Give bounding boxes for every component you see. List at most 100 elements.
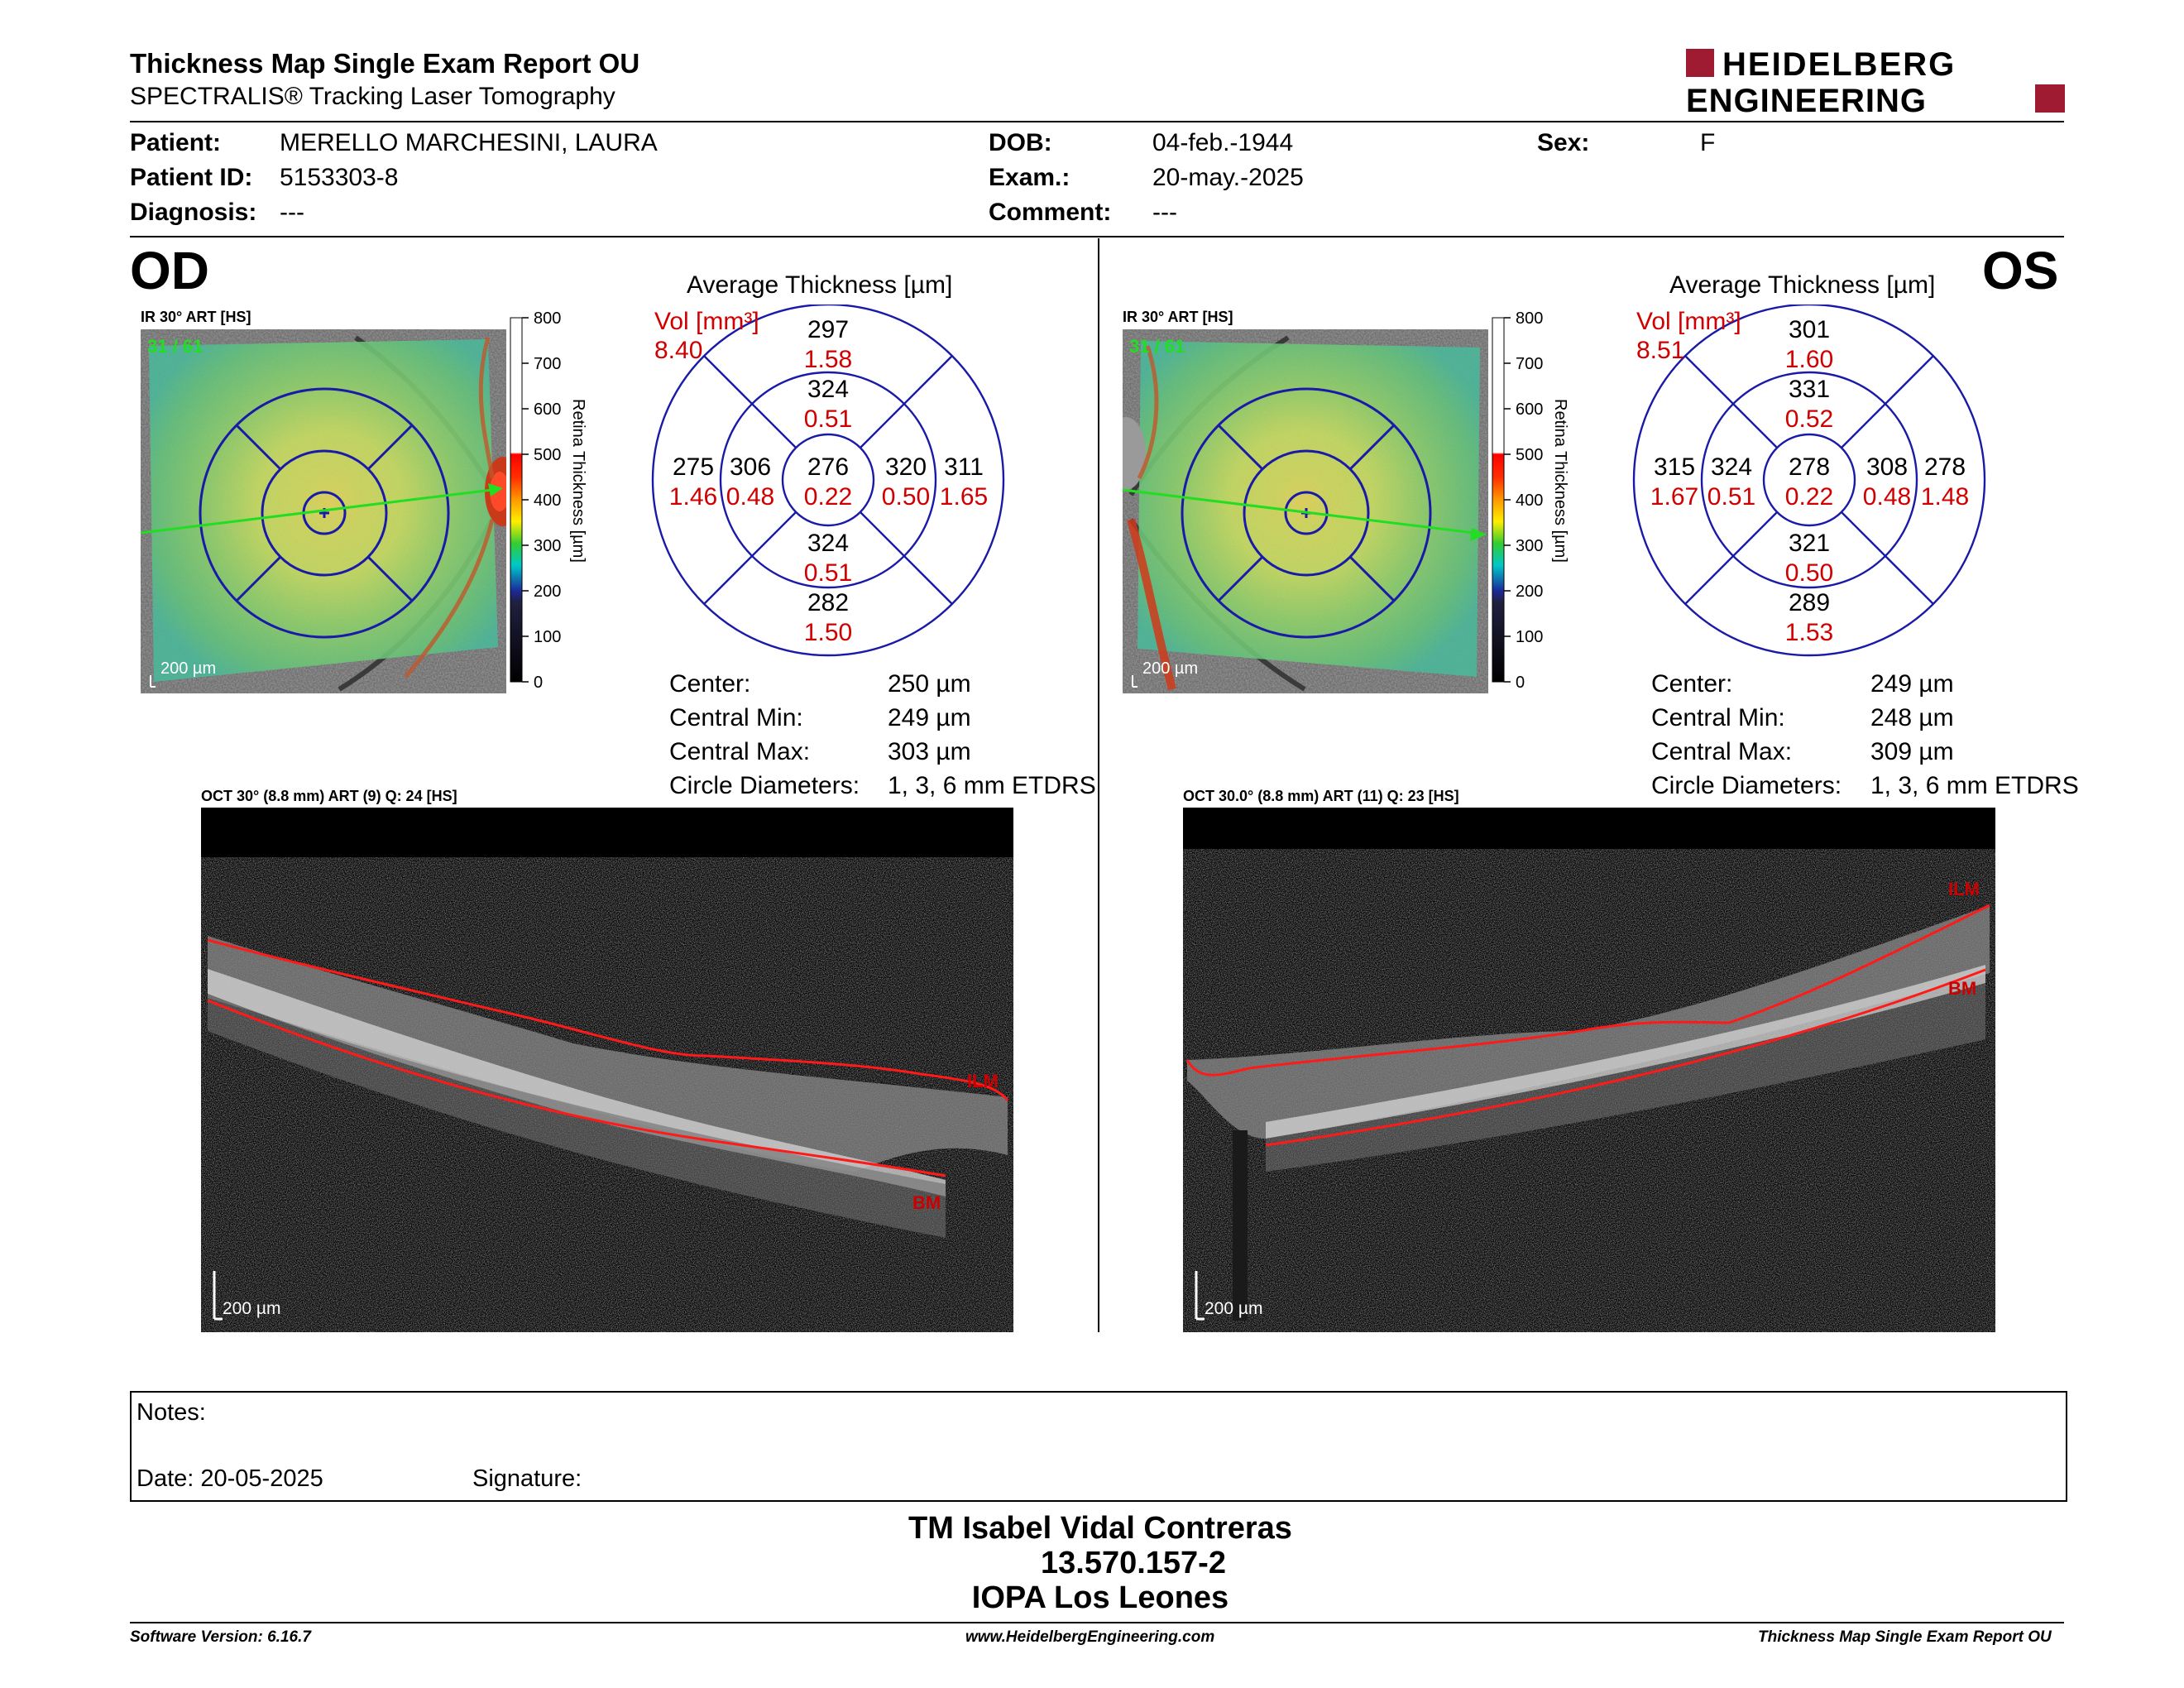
os-stat-center-label: Center: bbox=[1651, 670, 1733, 698]
os-stat-center-value: 249 µm bbox=[1870, 670, 1954, 698]
os-stat-max-label: Central Max: bbox=[1651, 738, 1793, 765]
report-title: Thickness Map Single Exam Report OU bbox=[130, 48, 640, 79]
od-stat-min-value: 249 µm bbox=[888, 704, 971, 731]
os-inner-temp-thk: 324 bbox=[1711, 453, 1752, 481]
od-stat-max-value: 303 µm bbox=[888, 738, 971, 765]
od-inner-sup-vol: 0.51 bbox=[804, 405, 852, 433]
od-outer-temp-vol: 1.46 bbox=[669, 483, 717, 511]
heidelberg-logo: HEIDELBERG ENGINEERING bbox=[1686, 46, 2065, 117]
comment-label: Comment: bbox=[989, 199, 1112, 226]
website-link[interactable]: www.HeidelbergEngineering.com bbox=[965, 1628, 1215, 1646]
dob: 04-feb.-1944 bbox=[1152, 129, 1294, 156]
os-inner-sup-thk: 331 bbox=[1789, 376, 1830, 403]
od-stat-center-label: Center: bbox=[669, 670, 751, 698]
od-outer-inf-thk: 282 bbox=[807, 589, 849, 616]
os-vol-label: Vol [mm³] bbox=[1636, 308, 1741, 335]
os-stat-diam-label: Circle Diameters: bbox=[1651, 772, 1842, 799]
patient-id: 5153303-8 bbox=[280, 164, 399, 191]
od-center-vol: 0.22 bbox=[804, 483, 852, 511]
od-inner-nasal-vol: 0.50 bbox=[882, 483, 930, 511]
os-inner-temp-vol: 0.51 bbox=[1707, 483, 1755, 511]
svg-text:BM: BM bbox=[912, 1192, 941, 1213]
colorbar-tick-label: 500 bbox=[1516, 446, 1543, 464]
svg-text:200 µm: 200 µm bbox=[1142, 659, 1198, 678]
od-inner-inf-thk: 324 bbox=[807, 530, 849, 557]
os-inner-nasal-vol: 0.48 bbox=[1863, 483, 1911, 511]
od-outer-nasal-thk: 311 bbox=[944, 453, 984, 481]
od-oct-label: OCT 30° (8.8 mm) ART (9) Q: 24 [HS] bbox=[201, 788, 457, 804]
footer-report-name: Thickness Map Single Exam Report OU bbox=[1758, 1628, 2052, 1646]
od-stat-min-label: Central Min: bbox=[669, 704, 803, 731]
od-outer-inf-vol: 1.50 bbox=[804, 619, 852, 646]
colorbar-tick-label: 300 bbox=[534, 537, 561, 555]
exam-date: 20-may.-2025 bbox=[1152, 164, 1304, 191]
os-center-thk: 278 bbox=[1789, 453, 1830, 481]
svg-text:31 / 61: 31 / 61 bbox=[1129, 336, 1185, 357]
od-inner-temp-thk: 306 bbox=[730, 453, 771, 481]
eye-divider bbox=[1098, 238, 1099, 1332]
svg-text:ENGINEERING: ENGINEERING bbox=[1686, 83, 1927, 117]
os-inner-nasal-thk: 308 bbox=[1866, 453, 1908, 481]
od-vol-label: Vol [mm³] bbox=[654, 308, 759, 335]
os-stat-min-value: 248 µm bbox=[1870, 704, 1954, 731]
signer-id: 13.570.157-2 bbox=[1041, 1546, 1226, 1580]
od-outer-nasal-vol: 1.65 bbox=[940, 483, 988, 511]
patient-id-label: Patient ID: bbox=[130, 164, 253, 191]
od-inner-nasal-thk: 320 bbox=[885, 453, 927, 481]
svg-text:Retina Thickness [µm]: Retina Thickness [µm] bbox=[569, 399, 587, 563]
os-center-vol: 0.22 bbox=[1785, 483, 1833, 511]
colorbar-tick-label: 300 bbox=[1516, 537, 1543, 555]
od-stat-max-label: Central Max: bbox=[669, 738, 811, 765]
svg-text:200 µm: 200 µm bbox=[223, 1299, 280, 1318]
svg-text:Retina Thickness [µm]: Retina Thickness [µm] bbox=[1551, 399, 1569, 563]
colorbar-tick-label: 800 bbox=[1516, 309, 1543, 328]
signer-place: IOPA Los Leones bbox=[971, 1580, 1229, 1615]
colorbar-tick-label: 0 bbox=[534, 674, 543, 688]
sex: F bbox=[1700, 129, 1716, 156]
colorbar-tick-label: 500 bbox=[534, 446, 561, 464]
od-inner-inf-vol: 0.51 bbox=[804, 559, 852, 587]
svg-text:HEIDELBERG: HEIDELBERG bbox=[1722, 46, 1956, 83]
report-subtitle: SPECTRALIS® Tracking Laser Tomography bbox=[130, 83, 615, 110]
comment: --- bbox=[1152, 199, 1177, 226]
os-inner-inf-vol: 0.50 bbox=[1785, 559, 1833, 587]
diagnosis-label: Diagnosis: bbox=[130, 199, 257, 226]
svg-text:ILM: ILM bbox=[967, 1071, 999, 1091]
colorbar-tick-label: 700 bbox=[534, 355, 561, 373]
diagnosis: --- bbox=[280, 199, 304, 226]
software-version: Software Version: 6.16.7 bbox=[130, 1628, 311, 1646]
colorbar-tick-label: 600 bbox=[534, 400, 561, 419]
colorbar-tick-label: 600 bbox=[1516, 400, 1543, 419]
notes-box: Notes: Date: 20-05-2025 Signature: bbox=[130, 1391, 2067, 1502]
os-inner-inf-thk: 321 bbox=[1789, 530, 1830, 557]
od-vol-total: 8.40 bbox=[654, 337, 703, 364]
colorbar-tick-label: 200 bbox=[1516, 583, 1543, 601]
od-oct-bscan: ILM BM 200 µm bbox=[201, 808, 1013, 1332]
od-inner-temp-vol: 0.48 bbox=[726, 483, 774, 511]
exam-label: Exam.: bbox=[989, 164, 1070, 191]
svg-text:BM: BM bbox=[1948, 978, 1976, 999]
os-stat-max-value: 309 µm bbox=[1870, 738, 1954, 765]
colorbar-tick-label: 700 bbox=[1516, 355, 1543, 373]
colorbar-tick-label: 100 bbox=[1516, 628, 1543, 646]
os-outer-temp-vol: 1.67 bbox=[1650, 483, 1698, 511]
signature-label: Signature: bbox=[472, 1465, 582, 1492]
od-ir-fundus-image: 31 / 61 200 µm bbox=[141, 329, 506, 693]
colorbar-tick-label: 100 bbox=[534, 628, 561, 646]
os-oct-bscan: ILM BM 200 µm bbox=[1183, 808, 1995, 1332]
os-inner-sup-vol: 0.52 bbox=[1785, 405, 1833, 433]
od-outer-temp-thk: 275 bbox=[673, 453, 714, 481]
os-thickness-colorbar: 800 700 600 500 400 300 200 100 0 Retina Thickne… bbox=[1492, 309, 1569, 688]
os-avg-thickness-title: Average Thickness [µm] bbox=[1669, 271, 1936, 299]
os-oct-label: OCT 30.0° (8.8 mm) ART (11) Q: 23 [HS] bbox=[1183, 788, 1459, 804]
notes-label: Notes: bbox=[136, 1399, 206, 1426]
os-ir-label: IR 30° ART [HS] bbox=[1123, 309, 1233, 325]
od-avg-thickness-title: Average Thickness [µm] bbox=[687, 271, 953, 299]
notes-date: Date: 20-05-2025 bbox=[136, 1465, 323, 1492]
od-inner-sup-thk: 324 bbox=[807, 376, 849, 403]
os-stat-diam-value: 1, 3, 6 mm ETDRS bbox=[1870, 772, 2079, 799]
patient-name: MERELLO MARCHESINI, LAURA bbox=[280, 129, 658, 156]
od-stat-diam-value: 1, 3, 6 mm ETDRS bbox=[888, 772, 1096, 799]
os-vol-total: 8.51 bbox=[1636, 337, 1685, 364]
patient-label: Patient: bbox=[130, 129, 222, 156]
